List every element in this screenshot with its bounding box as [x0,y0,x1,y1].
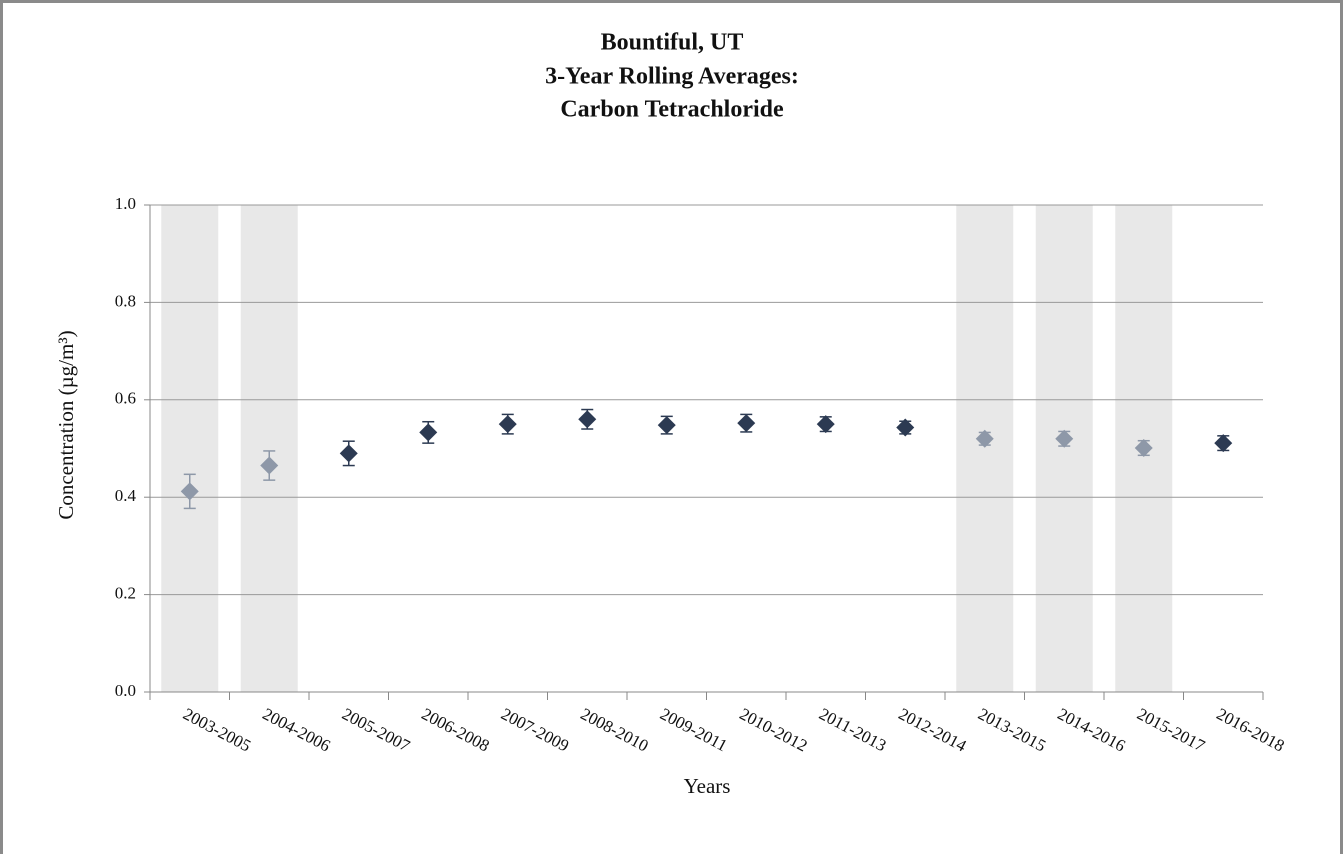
point [419,423,438,442]
y-tick-label: 0.6 [115,389,136,408]
point [260,456,279,475]
chart-title: Bountiful, UT [601,30,744,56]
y-tick-label: 0.2 [115,584,136,603]
point [1055,429,1074,448]
chart-title: 3-Year Rolling Averages: [545,64,799,90]
point [975,429,994,448]
point [180,482,199,501]
y-tick-label: 0.0 [115,681,136,700]
x-axis-title: Years [684,774,731,798]
point [816,415,835,434]
point [1134,439,1153,458]
shade-band [240,205,298,692]
point [657,416,676,435]
point [896,418,915,437]
chart-title: Carbon Tetrachloride [560,97,784,123]
point [498,415,517,434]
y-tick-label: 1.0 [115,194,136,213]
y-tick-label: 0.4 [115,486,137,505]
point [339,444,358,463]
point [1214,434,1233,453]
shade-band [161,205,219,692]
shade-band [956,205,1014,692]
shade-band [1035,205,1093,692]
y-tick-label: 0.8 [115,291,136,310]
point [578,410,597,429]
y-axis-title: Concentration (µg/m³) [54,330,78,519]
point [737,414,756,433]
